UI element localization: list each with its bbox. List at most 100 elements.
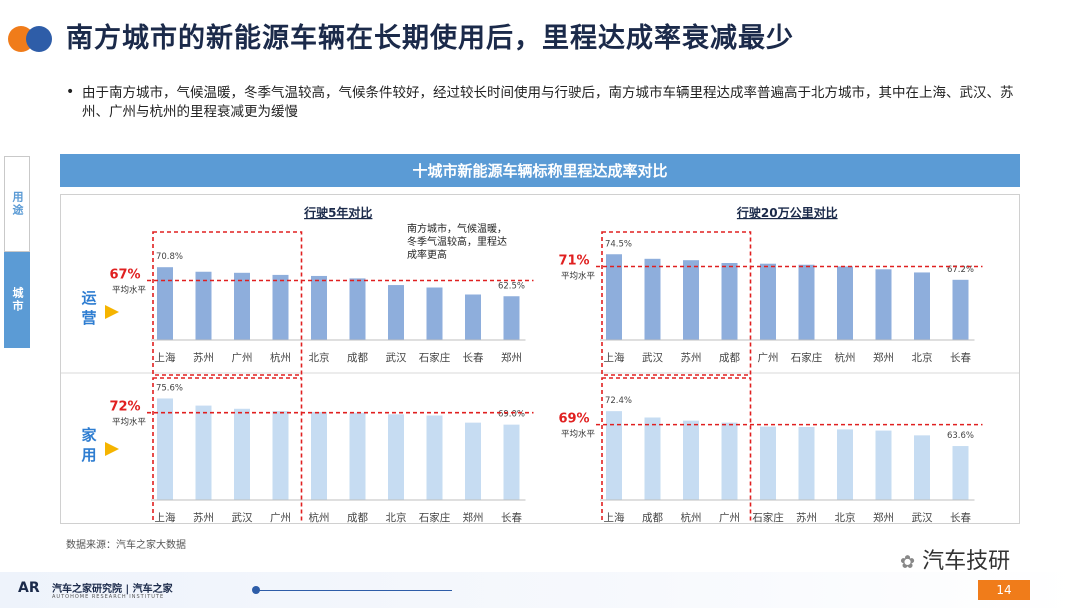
x-tick-label: 成都 [642,512,663,523]
page-number: 14 [978,580,1030,600]
x-tick-label: 成都 [347,512,368,523]
data-label: 69.0% [498,410,525,420]
chart-subtitle: 行驶5年对比 [303,205,372,220]
bar [644,258,661,340]
average-value-label: 67% [109,268,140,283]
x-tick-label: 石家庄 [419,351,451,364]
bar [195,405,212,500]
bar [606,254,622,340]
bar [234,408,250,500]
bar [721,263,738,340]
bar [683,420,699,500]
x-tick-label: 武汉 [232,511,253,523]
arrow-icon [105,442,119,456]
average-caption: 平均水平 [112,285,147,296]
x-tick-label: 长春 [950,512,971,523]
bar [426,287,443,340]
data-label: 70.8% [156,252,183,262]
bar [272,274,289,340]
bar [465,422,481,500]
bar [798,427,815,500]
bar [157,267,173,340]
row-label: 家 [81,426,96,444]
bar [952,279,969,340]
data-source: 数据来源：汽车之家大数据 [66,540,186,551]
footer-progress-dot-icon [252,586,260,594]
bar [195,271,212,340]
x-tick-label: 苏州 [193,511,214,523]
highlight-box [601,231,752,376]
average-caption: 平均水平 [561,429,596,440]
side-tab-label: 城市 [11,287,24,313]
bar [349,278,366,340]
x-tick-label: 长春 [950,352,971,364]
bar [503,424,520,500]
x-tick-label: 武汉 [642,351,663,364]
data-label: 63.6% [947,431,974,441]
bar [311,275,327,340]
x-tick-label: 石家庄 [419,511,451,523]
bar [721,422,738,500]
average-value-label: 71% [558,254,589,269]
average-caption: 平均水平 [561,271,596,282]
wechat-icon: ✿ [900,552,916,573]
x-tick-label: 郑州 [873,351,894,364]
x-tick-label: 郑州 [463,511,484,523]
x-tick-label: 北京 [835,511,856,523]
highlight-box [152,231,303,376]
x-tick-label: 广州 [719,512,740,523]
page-title: 南方城市的新能源车辆在长期使用后，里程达成率衰减最少 [66,23,794,54]
footer-bar [0,572,1080,608]
annotation-text: 冬季气温较高，里程达 [407,235,507,248]
bar [465,294,481,340]
bar [837,429,853,500]
x-tick-label: 石家庄 [791,351,823,364]
chart-subtitle: 行驶20万公里对比 [736,205,838,220]
data-label: 67.2% [947,265,974,275]
side-tab-city[interactable]: 城市 [4,252,30,348]
row-label: 用 [81,446,96,464]
bullet-icon: • [66,84,75,100]
x-tick-label: 郑州 [501,351,522,364]
x-tick-label: 苏州 [796,511,817,523]
brand-subtitle: AUTOHOME RESEARCH INSTITUTE [52,594,165,600]
footer-progress-line [256,590,452,591]
x-tick-label: 郑州 [873,511,894,523]
average-value-label: 69% [558,412,589,427]
x-tick-label: 广州 [270,512,291,523]
x-tick-label: 北京 [912,351,933,364]
x-tick-label: 上海 [604,351,625,364]
annotation-text: 南方城市，气候温暖， [407,222,507,235]
x-tick-label: 杭州 [835,351,856,364]
bar [272,411,289,500]
data-label: 72.4% [605,396,632,406]
bar [606,411,622,500]
x-tick-label: 武汉 [912,511,933,523]
x-tick-label: 杭州 [270,351,291,364]
x-tick-label: 北京 [386,511,407,523]
x-tick-label: 杭州 [309,511,330,523]
bar [952,446,969,500]
bar [683,260,699,340]
bar [875,430,892,500]
annotation-text: 成率更高 [407,248,447,261]
brand-logo-icon: AR [18,580,40,596]
data-label: 74.5% [605,239,632,249]
bar [760,263,776,340]
wechat-account: ✿ 汽车技研 [900,543,1010,575]
bar [644,417,661,500]
x-tick-label: 广州 [232,352,253,364]
data-label: 62.5% [498,281,525,291]
bar [157,398,173,500]
x-tick-label: 北京 [309,351,330,364]
x-tick-label: 长春 [501,512,522,523]
x-tick-label: 苏州 [681,351,702,364]
row-label: 营 [81,309,96,327]
chart-panel: 运营家用行驶5年对比 上海 70.8% 苏州 广州 杭州 北京 成都 武汉 石家庄 长春 郑州 62.5… [60,194,1020,536]
average-value-label: 72% [109,400,140,415]
side-tab-usage[interactable]: 用途 [4,156,30,252]
x-tick-label: 上海 [604,511,625,523]
x-tick-label: 成都 [347,352,368,364]
bar [914,435,930,500]
